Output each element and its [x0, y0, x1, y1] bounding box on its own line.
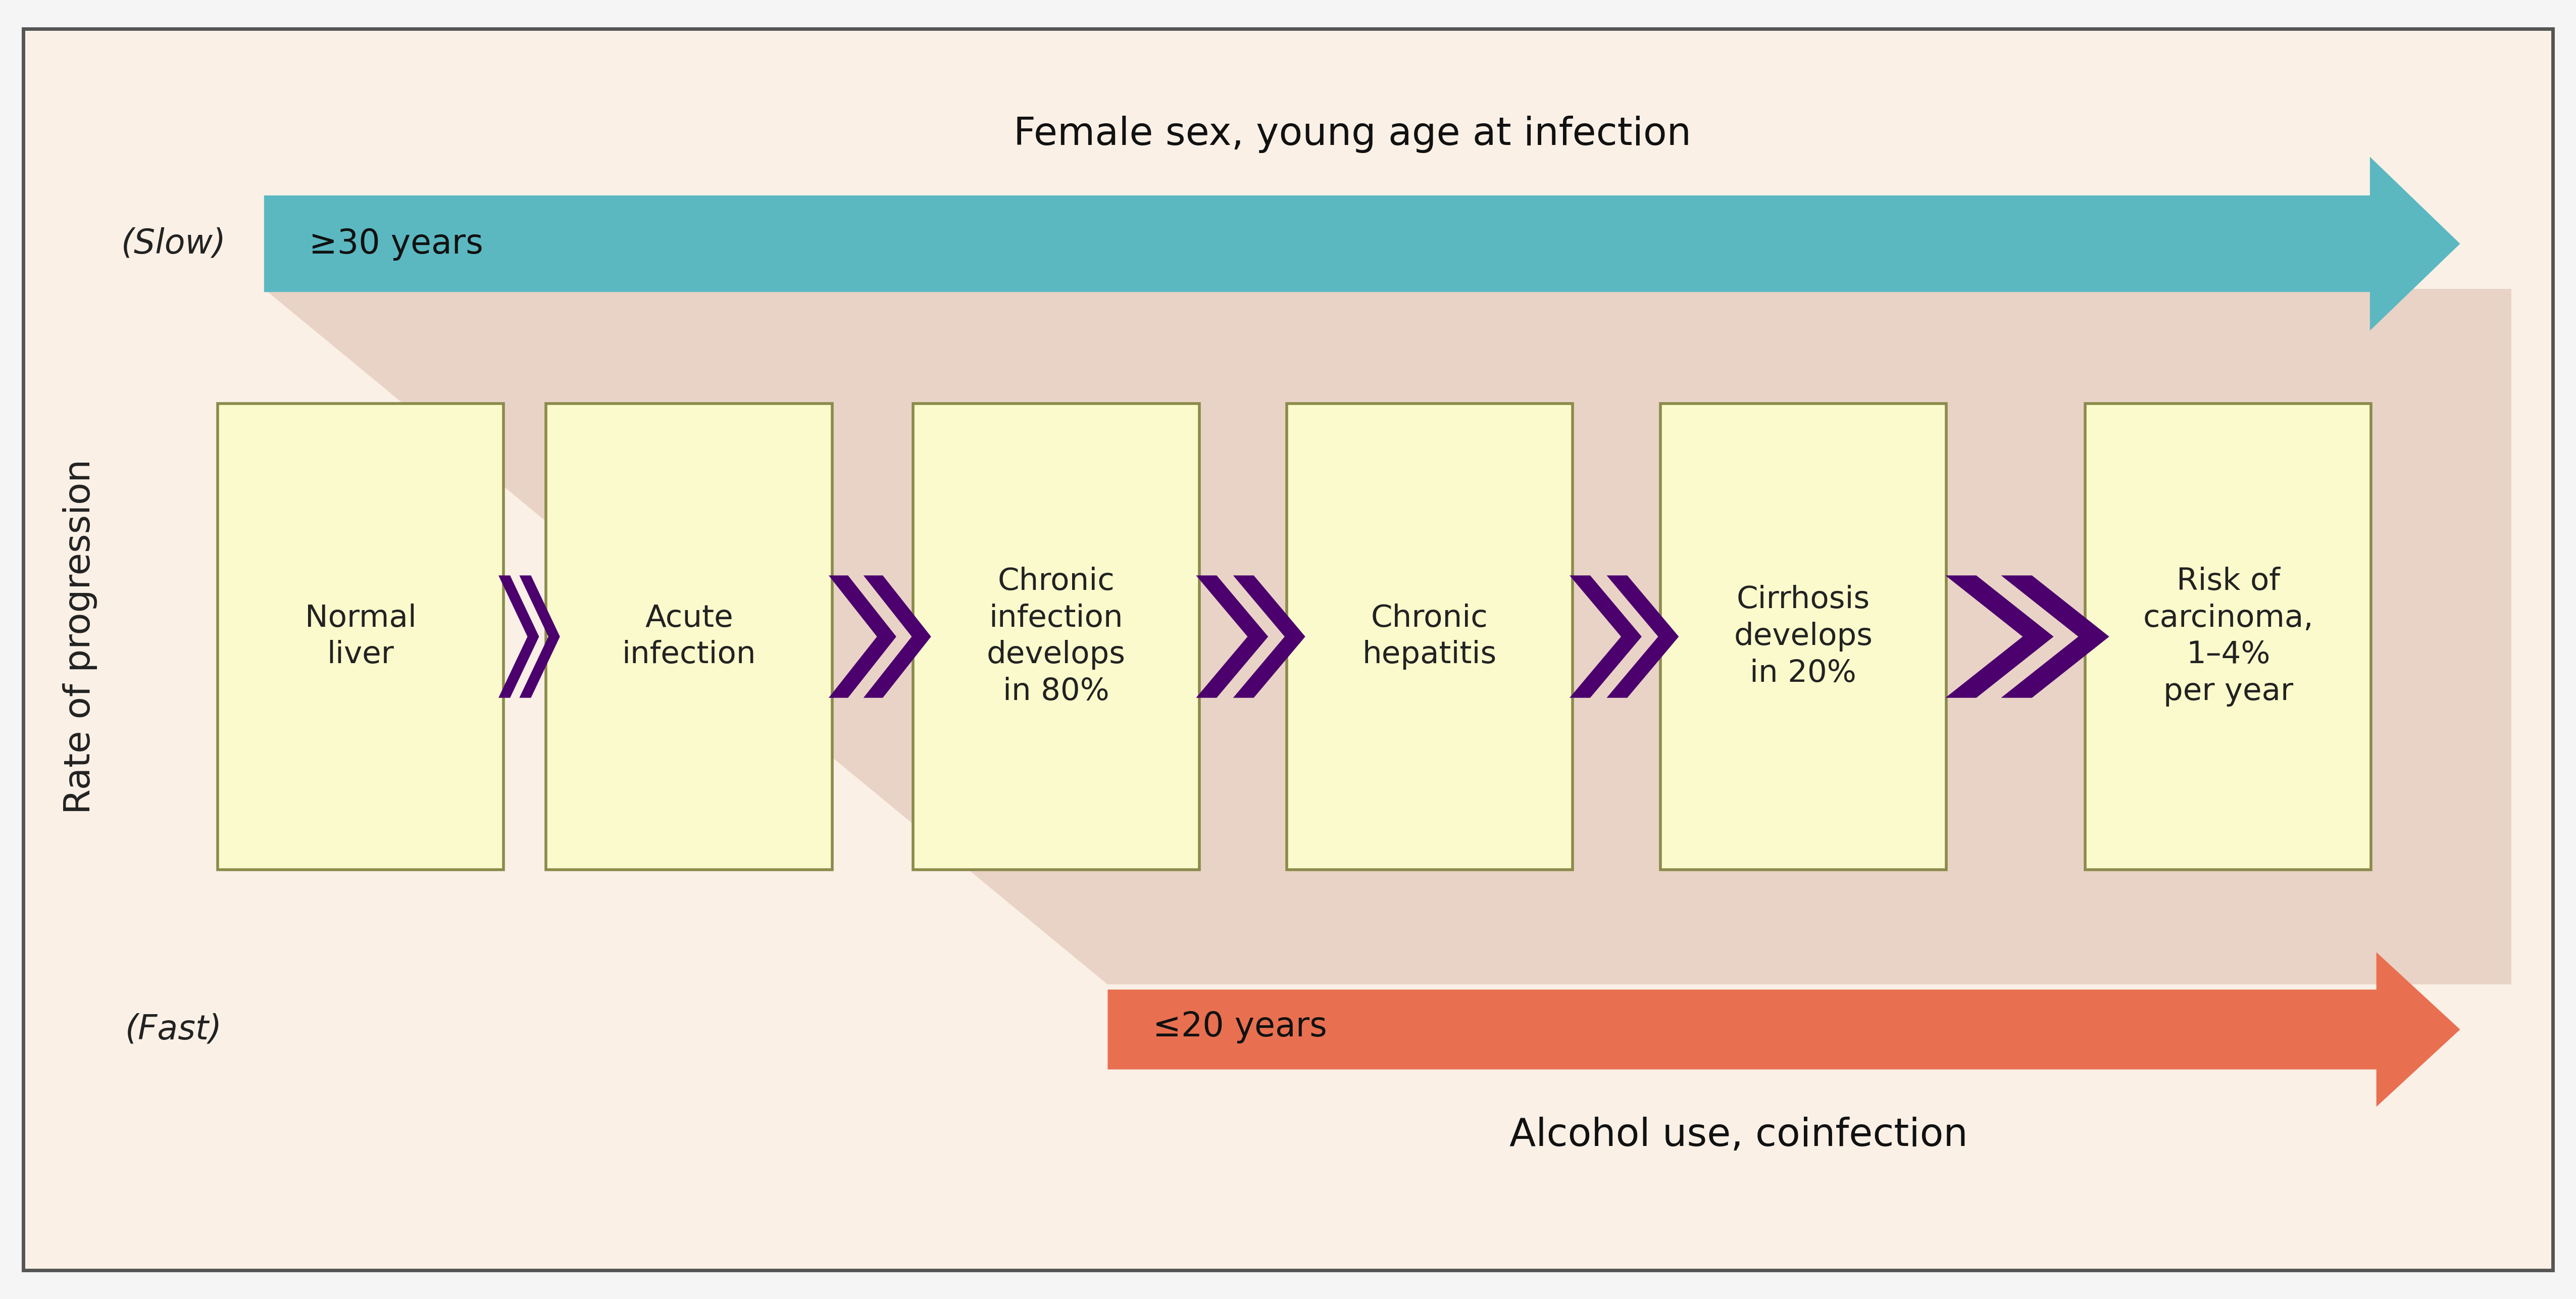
FancyBboxPatch shape — [546, 404, 832, 870]
Text: Alcohol use, coinfection: Alcohol use, coinfection — [1510, 1116, 1968, 1154]
Polygon shape — [863, 575, 930, 698]
Text: Risk of
carcinoma,
1–4%
per year: Risk of carcinoma, 1–4% per year — [2143, 566, 2313, 707]
Text: ≥30 years: ≥30 years — [309, 227, 484, 260]
FancyBboxPatch shape — [2084, 404, 2370, 870]
FancyBboxPatch shape — [1659, 404, 1945, 870]
Polygon shape — [1234, 575, 1306, 698]
Text: Acute
infection: Acute infection — [621, 603, 757, 670]
FancyBboxPatch shape — [23, 29, 2553, 1270]
Polygon shape — [1945, 575, 2053, 698]
Polygon shape — [1108, 952, 2460, 1107]
Text: ≤20 years: ≤20 years — [1151, 1011, 1327, 1043]
Text: Cirrhosis
develops
in 20%: Cirrhosis develops in 20% — [1734, 585, 1873, 688]
Polygon shape — [829, 575, 896, 698]
Polygon shape — [520, 575, 559, 698]
Text: Chronic
hepatitis: Chronic hepatitis — [1363, 603, 1497, 670]
Polygon shape — [1195, 575, 1267, 698]
Polygon shape — [500, 575, 538, 698]
Polygon shape — [263, 288, 2512, 985]
Polygon shape — [2002, 575, 2110, 698]
Text: Chronic
infection
develops
in 80%: Chronic infection develops in 80% — [987, 566, 1126, 707]
Polygon shape — [1569, 575, 1641, 698]
Polygon shape — [263, 157, 2460, 331]
Polygon shape — [1607, 575, 1680, 698]
FancyBboxPatch shape — [216, 404, 502, 870]
Text: Female sex, young age at infection: Female sex, young age at infection — [1012, 116, 1692, 153]
FancyBboxPatch shape — [1285, 404, 1571, 870]
Text: (Fast): (Fast) — [126, 1013, 222, 1046]
FancyBboxPatch shape — [912, 404, 1198, 870]
Text: Normal
liver: Normal liver — [304, 603, 417, 670]
Text: Rate of progression: Rate of progression — [62, 459, 98, 814]
Text: (Slow): (Slow) — [121, 227, 227, 260]
